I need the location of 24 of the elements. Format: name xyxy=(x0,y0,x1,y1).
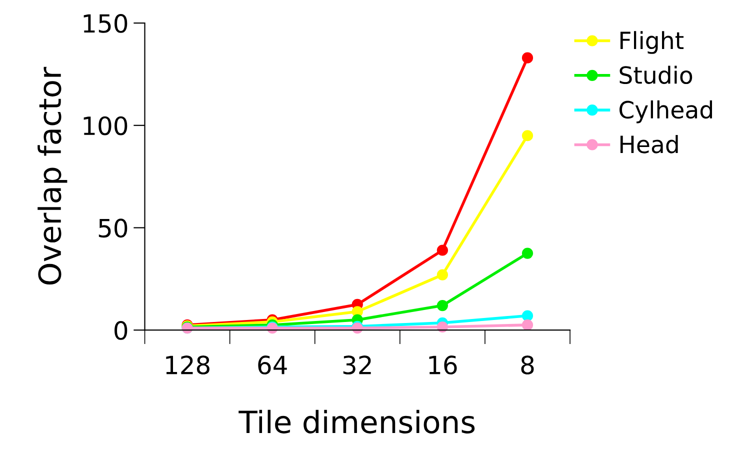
point xyxy=(522,310,534,322)
x-tick-label: 16 xyxy=(429,356,457,374)
legend-label: Cylhead xyxy=(620,100,712,124)
x-tick-label: 64 xyxy=(258,356,287,374)
y-tick-label: 50 xyxy=(98,218,128,238)
point xyxy=(436,300,448,312)
x-tick-label: 128 xyxy=(166,356,210,374)
x-tick-label: 8 xyxy=(521,356,534,374)
y-tick-label: 0 xyxy=(114,321,128,340)
point xyxy=(436,321,448,333)
y-tick-label: 100 xyxy=(84,116,128,136)
y-axis-title: Overlap factor xyxy=(38,66,68,285)
point xyxy=(522,130,534,142)
point xyxy=(522,52,534,64)
legend-label: Head xyxy=(620,135,678,154)
point xyxy=(436,244,448,256)
x-axis-title: Tile dimensions xyxy=(238,410,475,434)
point xyxy=(436,269,448,280)
point xyxy=(522,319,534,331)
x-tick-label: 32 xyxy=(343,356,371,374)
point xyxy=(522,248,534,259)
legend-label: Flight xyxy=(620,31,684,54)
y-tick-label: 150 xyxy=(84,14,128,33)
legend-label: Studio xyxy=(620,66,692,84)
